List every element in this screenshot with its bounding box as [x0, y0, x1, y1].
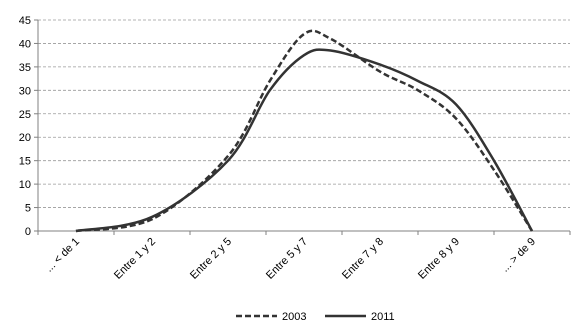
series-lines — [75, 29, 534, 233]
series-line-2003 — [75, 29, 534, 233]
x-tick-label-2: Entre 2 y 5 — [188, 236, 234, 282]
x-tick-label-4: Entre 7 y 8 — [340, 236, 386, 282]
y-tick-label-40: 40 — [19, 38, 31, 50]
legend-label-2003: 2003 — [282, 311, 306, 323]
grid-lines — [34, 19, 571, 235]
legend-label-2011: 2011 — [371, 311, 395, 323]
y-tick-label-20: 20 — [19, 132, 31, 144]
x-tick-labels: ... < de 1 Entre 1 y 2 Entre 2 y 5 Entre 5 … — [43, 236, 538, 282]
y-tick-label-10: 10 — [19, 179, 31, 191]
y-tick-label-5: 5 — [25, 203, 31, 215]
legend: 2003 2011 — [236, 311, 395, 323]
y-tick-label-30: 30 — [19, 85, 31, 97]
y-tick-label-15: 15 — [19, 156, 31, 168]
y-tick-label-25: 25 — [19, 109, 31, 121]
x-tick-label-1: Entre 1 y 2 — [112, 236, 158, 282]
x-tick-label-5: Entre 8 y 9 — [416, 236, 462, 282]
x-tick-label-0: ... < de 1 — [43, 236, 82, 275]
y-tick-labels: 0 5 10 15 20 25 30 35 40 45 — [19, 15, 31, 238]
axes — [37, 20, 570, 232]
series-line-2011 — [75, 48, 534, 233]
y-tick-label-45: 45 — [19, 15, 31, 27]
x-tick-label-3: Entre 5 y 7 — [264, 236, 310, 282]
x-tick-label-6: ... > de 9 — [499, 236, 538, 275]
y-tick-label-35: 35 — [19, 62, 31, 74]
y-tick-label-0: 0 — [25, 226, 31, 238]
